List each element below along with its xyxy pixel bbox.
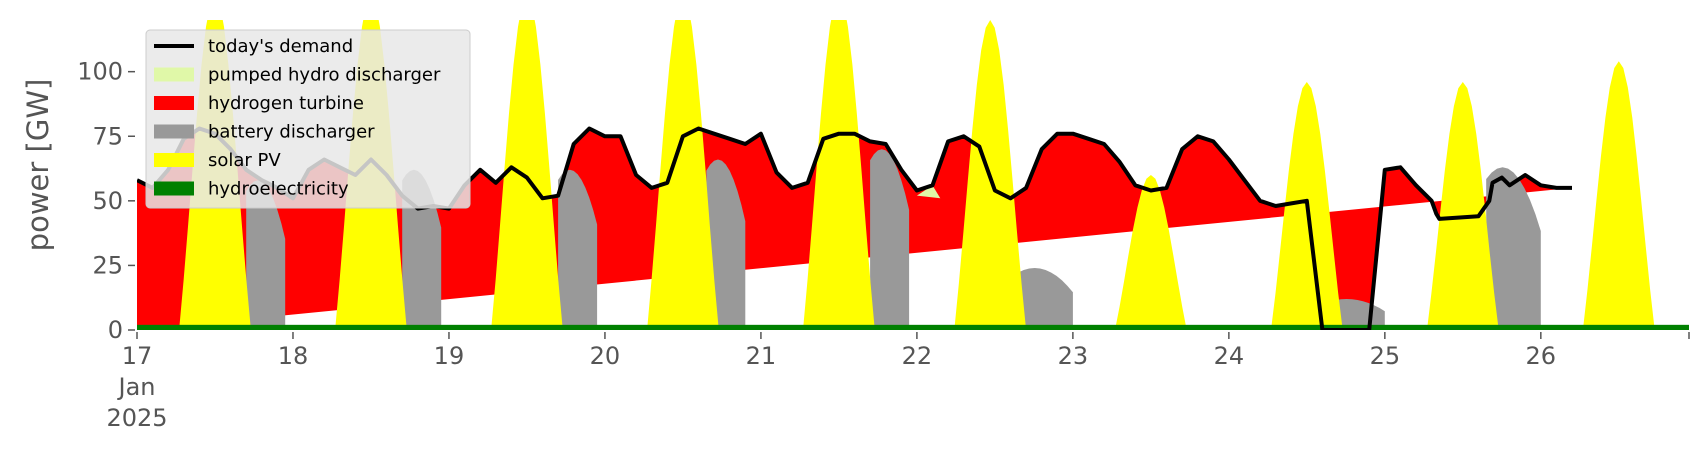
battery-discharger-area-6 [1018,268,1073,330]
axes: 0 25 50 75 100 17 Jan 2025 18 19 20 21 22 23 24 25 26 [77,58,1690,432]
solar-pv-peak-10 [1582,61,1655,330]
legend-box [145,29,471,209]
x-tick-label: 22 [902,342,933,370]
hydroelectricity-area [137,324,1689,330]
x-tick-sublabel: Jan [117,373,156,401]
battery-discharger-area-2 [402,169,442,330]
x-tick-label: 18 [278,342,309,370]
battery-discharger-area-3 [558,169,598,330]
legend: today's demand pumped hydro discharger hyd… [145,29,471,209]
battery-discharger-area-4 [706,159,746,330]
x-tick-label: 19 [434,342,465,370]
legend-label: solar PV [208,150,281,171]
legend-swatch [154,124,194,139]
legend-swatch [154,96,194,110]
legend-swatch [154,181,194,196]
legend-label: hydroelectricity [208,179,349,200]
battery-discharger-area-1 [246,180,286,330]
legend-swatch [154,153,194,167]
y-tick-label: 75 [92,122,123,150]
x-tick-label: 24 [1214,342,1245,370]
solar-pv-peak-9 [1427,82,1499,330]
pumped-hydro-area [916,185,941,199]
battery-discharger-area-5 [870,149,910,330]
solar-pv-peak-4 [647,20,719,330]
y-axis-title: power [GW] [21,79,55,252]
x-tick-label: 25 [1370,342,1401,370]
legend-label: battery discharger [208,122,375,143]
y-tick-label: 25 [92,251,123,279]
y-tick-label: 50 [92,187,123,215]
solar-pv-peak-7 [1115,175,1187,330]
y-tick-label: 100 [77,58,123,86]
solar-pv-peak-3 [491,20,563,330]
x-tick-sublabel: 2025 [106,404,167,432]
battery-discharger-area-8 [1486,167,1541,330]
y-tick-label: 0 [108,316,123,344]
legend-label: today's demand [208,36,353,57]
legend-label: pumped hydro discharger [208,65,441,86]
x-tick-label: 20 [590,342,621,370]
legend-swatch [154,67,194,82]
solar-pv-peak-5 [803,20,875,330]
legend-label: hydrogen turbine [208,93,364,114]
x-tick-label: 21 [746,342,777,370]
x-tick-label: 26 [1526,342,1557,370]
x-tick-label: 23 [1058,342,1089,370]
x-tick-label: 17 [122,342,153,370]
